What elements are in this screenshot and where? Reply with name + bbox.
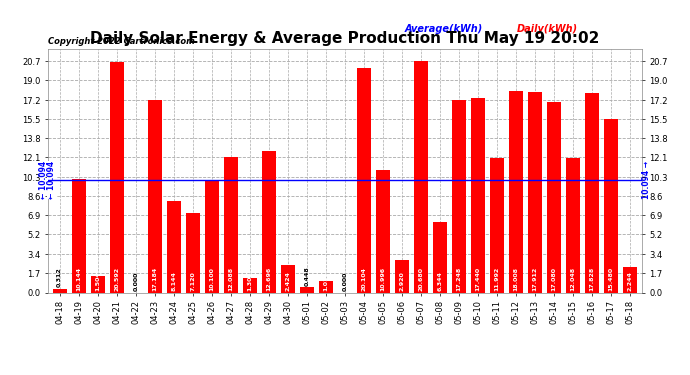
Bar xyxy=(395,260,409,292)
Text: 20.680: 20.680 xyxy=(419,267,424,291)
Text: 1.504: 1.504 xyxy=(95,271,100,291)
Bar xyxy=(281,266,295,292)
Text: 6.344: 6.344 xyxy=(437,271,442,291)
Bar xyxy=(471,98,485,292)
Text: 10.100: 10.100 xyxy=(209,267,215,291)
Text: 17.184: 17.184 xyxy=(152,267,157,291)
Text: Daily(kWh): Daily(kWh) xyxy=(517,24,578,34)
Bar xyxy=(90,276,105,292)
Text: 0.000: 0.000 xyxy=(342,272,348,291)
Text: 17.440: 17.440 xyxy=(475,267,481,291)
Bar xyxy=(623,267,638,292)
Text: 7.120: 7.120 xyxy=(190,271,195,291)
Bar xyxy=(205,180,219,292)
Text: 10.094 →: 10.094 → xyxy=(642,160,651,199)
Bar xyxy=(262,150,276,292)
Text: Copyright 2022 Cartronics.com: Copyright 2022 Cartronics.com xyxy=(48,38,195,46)
Bar xyxy=(148,100,162,292)
Text: 12.696: 12.696 xyxy=(266,267,271,291)
Text: 11.992: 11.992 xyxy=(495,267,500,291)
Text: 8.144: 8.144 xyxy=(171,271,177,291)
Text: 1.308: 1.308 xyxy=(248,271,253,291)
Bar xyxy=(376,170,390,292)
Text: 18.008: 18.008 xyxy=(513,267,519,291)
Text: 10.996: 10.996 xyxy=(381,267,386,291)
Text: 17.828: 17.828 xyxy=(590,267,595,291)
Text: 17.248: 17.248 xyxy=(457,267,462,291)
Title: Daily Solar Energy & Average Production Thu May 19 20:02: Daily Solar Energy & Average Production … xyxy=(90,31,600,46)
Text: ← 10.094: ← 10.094 xyxy=(39,160,48,199)
Bar xyxy=(319,281,333,292)
Bar xyxy=(490,158,504,292)
Text: 10.144: 10.144 xyxy=(76,267,81,291)
Bar xyxy=(604,119,618,292)
Bar xyxy=(433,222,447,292)
Bar xyxy=(585,93,600,292)
Text: Average(kWh): Average(kWh) xyxy=(404,24,482,34)
Bar xyxy=(186,213,200,292)
Bar xyxy=(547,102,562,292)
Bar xyxy=(243,278,257,292)
Bar xyxy=(52,289,67,292)
Text: 20.592: 20.592 xyxy=(115,267,119,291)
Text: 15.480: 15.480 xyxy=(609,267,614,291)
Text: 2.244: 2.244 xyxy=(628,271,633,291)
Text: ← 10.094: ← 10.094 xyxy=(48,160,57,199)
Text: 12.088: 12.088 xyxy=(228,267,233,291)
Bar xyxy=(357,68,371,292)
Text: 1.016: 1.016 xyxy=(324,271,328,291)
Text: 0.000: 0.000 xyxy=(133,272,138,291)
Text: 17.912: 17.912 xyxy=(533,267,538,291)
Text: 12.048: 12.048 xyxy=(571,267,575,291)
Bar xyxy=(72,179,86,292)
Bar xyxy=(110,62,124,292)
Bar xyxy=(300,288,314,292)
Bar xyxy=(224,158,238,292)
Bar xyxy=(509,91,523,292)
Text: 17.080: 17.080 xyxy=(552,267,557,291)
Text: 0.448: 0.448 xyxy=(304,266,309,286)
Bar xyxy=(566,158,580,292)
Bar xyxy=(167,201,181,292)
Text: 2.424: 2.424 xyxy=(286,271,290,291)
Bar xyxy=(414,61,428,292)
Text: 0.312: 0.312 xyxy=(57,268,62,287)
Text: 20.104: 20.104 xyxy=(362,267,366,291)
Bar xyxy=(528,92,542,292)
Bar xyxy=(452,100,466,292)
Text: 2.920: 2.920 xyxy=(400,271,404,291)
